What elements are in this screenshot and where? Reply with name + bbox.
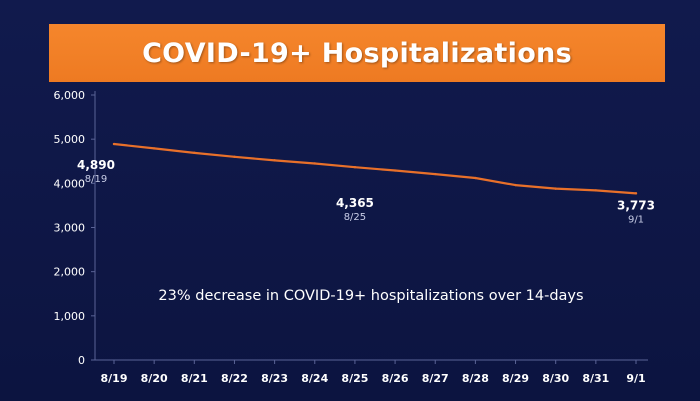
data-label-value: 3,773 — [617, 198, 655, 212]
x-tick-label: 8/22 — [221, 372, 248, 385]
x-tick-label: 8/19 — [101, 372, 128, 385]
data-point — [152, 147, 156, 150]
title-banner: COVID-19+ Hospitalizations — [49, 24, 665, 82]
x-tick-label: 8/30 — [542, 372, 569, 385]
y-tick-label: 2,000 — [54, 266, 86, 279]
x-tick-label: 8/28 — [462, 372, 489, 385]
y-tick-label: 3,000 — [54, 222, 86, 235]
x-tick-label: 8/26 — [382, 372, 409, 385]
data-point — [112, 142, 116, 146]
series-line — [112, 142, 638, 195]
data-point — [233, 155, 236, 159]
data-point — [313, 162, 316, 165]
data-point — [554, 187, 557, 190]
data-point — [434, 172, 437, 176]
x-tick-label: 8/21 — [181, 372, 208, 385]
x-tick-label: 8/23 — [261, 372, 288, 385]
y-tick-label: 0 — [78, 354, 85, 367]
x-tick-label: 8/20 — [141, 372, 168, 385]
data-point — [193, 151, 196, 155]
data-point — [514, 183, 517, 187]
x-tick-label: 8/25 — [341, 372, 368, 385]
data-point — [474, 176, 477, 180]
data-point — [273, 159, 276, 162]
data-point — [594, 189, 598, 192]
data-point — [393, 169, 397, 172]
x-tick-label: 8/24 — [301, 372, 328, 385]
data-label-value: 4,890 — [77, 158, 115, 172]
data-label-date: 8/19 — [85, 174, 107, 185]
y-tick-label: 6,000 — [54, 89, 86, 102]
y-tick-label: 1,000 — [54, 310, 86, 323]
chart-annotation: 23% decrease in COVID-19+ hospitalizatio… — [158, 288, 583, 304]
data-label-value: 4,365 — [336, 196, 374, 210]
data-label-date: 9/1 — [628, 214, 644, 225]
y-tick-label: 4,000 — [54, 177, 86, 190]
x-tick-label: 9/1 — [626, 372, 645, 385]
x-tick-label: 8/31 — [582, 372, 609, 385]
y-tick-label: 5,000 — [54, 133, 86, 146]
chart-title: COVID-19+ Hospitalizations — [142, 37, 572, 69]
x-tick-label: 8/29 — [502, 372, 529, 385]
data-point — [634, 192, 638, 195]
data-point — [353, 166, 357, 169]
x-tick-label: 8/27 — [422, 372, 449, 385]
data-label-date: 8/25 — [344, 212, 366, 223]
